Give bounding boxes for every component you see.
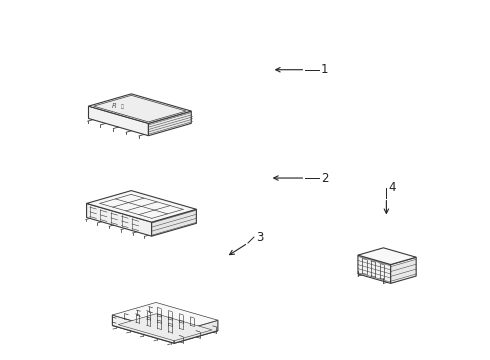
Polygon shape	[148, 111, 191, 136]
Polygon shape	[358, 248, 416, 265]
Text: 3: 3	[256, 231, 263, 244]
Polygon shape	[94, 95, 186, 122]
Polygon shape	[391, 257, 416, 283]
Polygon shape	[112, 313, 218, 343]
Text: 2: 2	[321, 171, 329, 185]
Polygon shape	[87, 203, 151, 236]
Text: R: R	[112, 103, 117, 109]
Text: 4: 4	[389, 181, 396, 194]
Polygon shape	[87, 190, 196, 222]
Polygon shape	[112, 315, 174, 343]
Polygon shape	[174, 320, 218, 343]
Text: 1: 1	[321, 63, 329, 76]
Polygon shape	[112, 302, 218, 333]
Polygon shape	[118, 314, 212, 341]
Polygon shape	[89, 106, 148, 136]
Text: ㎝: ㎝	[121, 104, 123, 109]
Polygon shape	[89, 94, 191, 123]
Polygon shape	[358, 255, 391, 283]
Polygon shape	[151, 209, 196, 236]
